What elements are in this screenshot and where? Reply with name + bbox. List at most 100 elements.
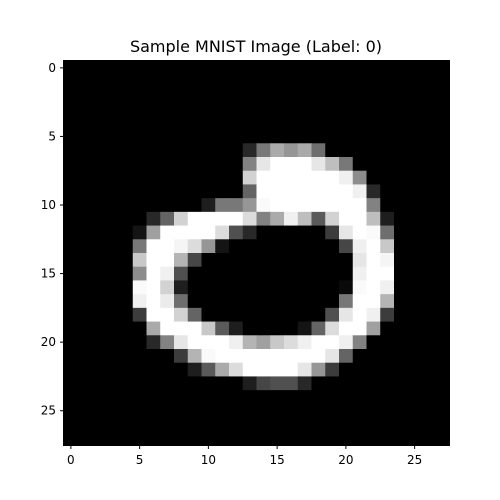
pixel-cell — [77, 61, 92, 76]
pixel-cell — [339, 198, 354, 213]
pixel-cell — [91, 129, 106, 144]
pixel-cell — [394, 294, 409, 309]
pixel-cell — [64, 349, 79, 364]
pixel-cell — [380, 321, 395, 336]
pixel-cell — [407, 143, 422, 158]
pixel-cell — [352, 335, 367, 350]
pixel-cell — [297, 321, 312, 336]
pixel-cell — [421, 102, 436, 117]
pixel-cell — [311, 431, 326, 446]
pixel-cell — [174, 157, 189, 172]
pixel-cell — [394, 403, 409, 418]
pixel-cell — [380, 376, 395, 391]
pixel-cell — [325, 349, 340, 364]
pixel-cell — [311, 115, 326, 130]
pixel-cell — [160, 88, 175, 103]
pixel-cell — [64, 376, 79, 391]
pixel-cell — [105, 417, 120, 432]
pixel-cell — [174, 170, 189, 185]
pixel-cell — [132, 321, 147, 336]
pixel-cell — [187, 198, 202, 213]
pixel-cell — [119, 253, 134, 268]
pixel-cell — [366, 403, 381, 418]
pixel-cell — [77, 431, 92, 446]
plot-frame — [63, 60, 450, 446]
pixel-cell — [201, 280, 216, 295]
pixel-cell — [77, 225, 92, 240]
pixel-cell — [215, 253, 230, 268]
pixel-cell — [242, 307, 257, 322]
pixel-cell — [352, 266, 367, 281]
y-axis: 0 5 10 15 20 25 — [41, 61, 64, 418]
x-axis: 0 5 10 15 20 25 — [67, 445, 422, 467]
pixel-cell — [394, 362, 409, 377]
pixel-cell — [256, 129, 271, 144]
pixel-cell — [407, 157, 422, 172]
pixel-cell — [174, 225, 189, 240]
pixel-cell — [407, 253, 422, 268]
pixel-cell — [339, 335, 354, 350]
pixel-cell — [407, 61, 422, 76]
pixel-cell — [174, 266, 189, 281]
pixel-cell — [187, 74, 202, 89]
pixel-cell — [352, 307, 367, 322]
pixel-cell — [270, 225, 285, 240]
pixel-cell — [380, 403, 395, 418]
pixel-cell — [146, 115, 161, 130]
pixel-cell — [201, 431, 216, 446]
pixel-cell — [270, 74, 285, 89]
pixel-cell — [229, 253, 244, 268]
pixel-cell — [311, 390, 326, 405]
pixel-cell — [77, 390, 92, 405]
pixel-cell — [132, 403, 147, 418]
pixel-cell — [174, 335, 189, 350]
pixel-cell — [270, 294, 285, 309]
pixel-cell — [119, 88, 134, 103]
pixel-cell — [229, 431, 244, 446]
pixel-cell — [160, 376, 175, 391]
pixel-cell — [311, 198, 326, 213]
pixel-cell — [160, 198, 175, 213]
pixel-cell — [256, 61, 271, 76]
pixel-cell — [435, 390, 450, 405]
pixel-cell — [297, 61, 312, 76]
pixel-cell — [380, 74, 395, 89]
pixel-cell — [325, 362, 340, 377]
pixel-cell — [160, 321, 175, 336]
pixel-cell — [366, 266, 381, 281]
pixel-cell — [119, 184, 134, 199]
pixel-cell — [242, 376, 257, 391]
pixel-cell — [174, 431, 189, 446]
pixel-cell — [394, 307, 409, 322]
pixel-cell — [201, 307, 216, 322]
pixel-cell — [160, 129, 175, 144]
pixel-cell — [339, 211, 354, 226]
pixel-cell — [201, 376, 216, 391]
pixel-cell — [77, 280, 92, 295]
pixel-cell — [325, 321, 340, 336]
pixel-cell — [284, 321, 299, 336]
pixel-cell — [435, 403, 450, 418]
pixel-cell — [215, 239, 230, 254]
pixel-cell — [297, 431, 312, 446]
pixel-cell — [187, 143, 202, 158]
pixel-cell — [174, 376, 189, 391]
pixel-cell — [297, 74, 312, 89]
pixel-cell — [229, 170, 244, 185]
pixel-cell — [325, 115, 340, 130]
pixel-cell — [229, 417, 244, 432]
pixel-cell — [284, 115, 299, 130]
pixel-cell — [339, 129, 354, 144]
pixel-cell — [174, 362, 189, 377]
pixel-cell — [311, 376, 326, 391]
pixel-cell — [64, 184, 79, 199]
pixel-cell — [297, 349, 312, 364]
pixel-cell — [201, 403, 216, 418]
pixel-cell — [132, 184, 147, 199]
pixel-cell — [146, 225, 161, 240]
pixel-cell — [380, 390, 395, 405]
pixel-cell — [146, 280, 161, 295]
pixel-cell — [256, 307, 271, 322]
pixel-cell — [105, 321, 120, 336]
pixel-cell — [421, 335, 436, 350]
